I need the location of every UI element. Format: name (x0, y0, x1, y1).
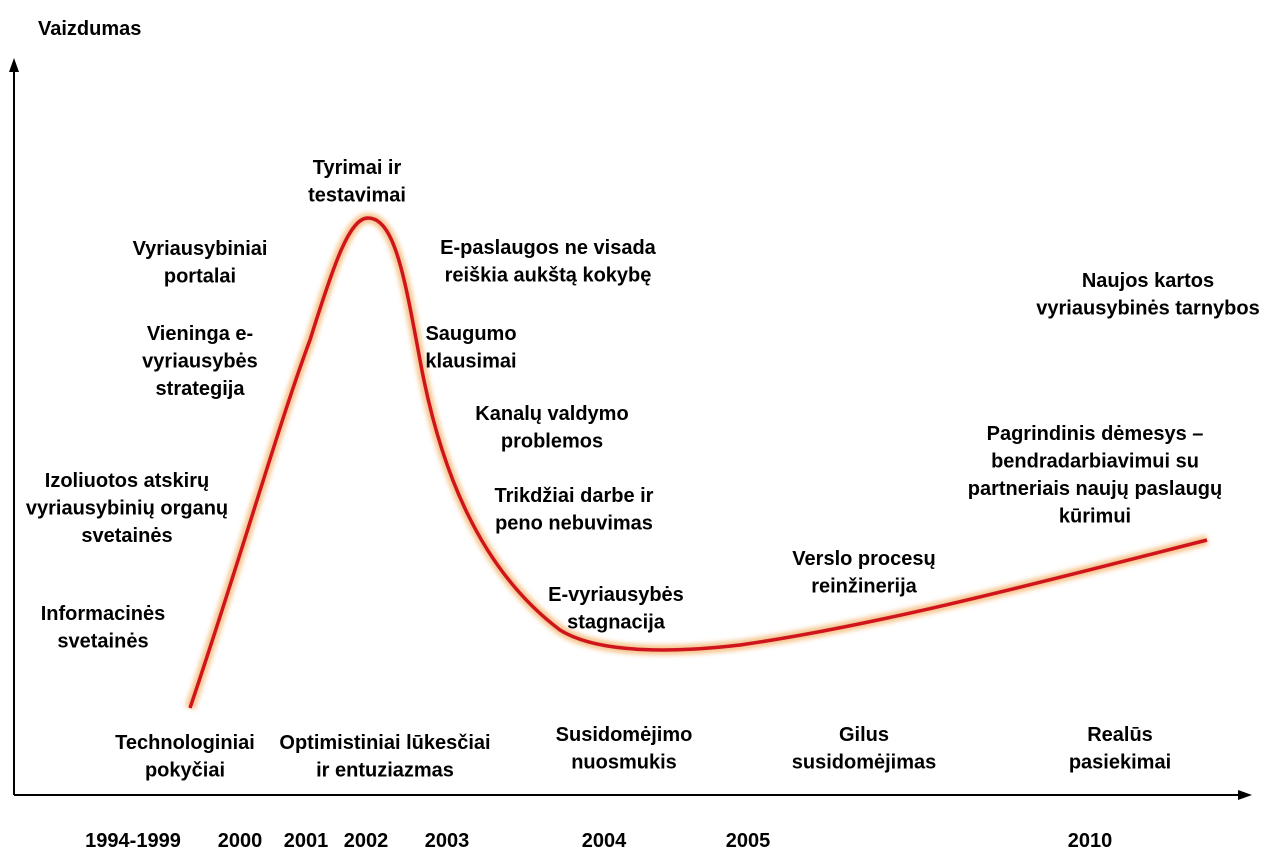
annotation: svetainės (57, 631, 148, 653)
year-label: 2005 (726, 830, 771, 851)
annotation: vyriausybinių organų (26, 498, 228, 520)
year-label: 1994-1999 (85, 830, 181, 851)
annotation: partneriais naujų paslaugų (968, 478, 1223, 500)
annotation: Tyrimai ir (313, 157, 402, 179)
year-label: 2003 (425, 830, 470, 851)
annotation: Izoliuotos atskirų (45, 470, 209, 492)
annotation: testavimai (308, 185, 406, 207)
annotation: reiškia aukštą kokybę (445, 265, 652, 287)
annotation: stagnacija (567, 612, 666, 634)
year-label: 2002 (344, 830, 389, 851)
annotation: vyriausybinės tarnybos (1036, 298, 1259, 320)
annotation: klausimai (425, 351, 516, 373)
annotation: Vyriausybiniai (133, 238, 268, 260)
annotation: Pagrindinis dėmesys – (987, 423, 1204, 445)
phase-label: Susidomėjimo (556, 724, 693, 746)
labels: Tyrimai ir testavimai Vyriausybiniai portal… (26, 157, 1260, 851)
year-label: 2000 (218, 830, 263, 851)
phase-label: pasiekimai (1069, 752, 1171, 774)
annotation: Trikdžiai darbe ir (495, 485, 654, 507)
annotation: svetainės (81, 525, 172, 547)
phase-label: pokyčiai (145, 760, 225, 782)
phase-label: Gilus (839, 724, 889, 746)
phase-label: Technologiniai (115, 732, 255, 754)
annotation: reinžinerija (811, 576, 917, 598)
y-axis-arrow (9, 58, 19, 72)
year-label: 2010 (1068, 830, 1113, 851)
year-label: 2004 (582, 830, 627, 851)
annotation: E-paslaugos ne visada (440, 237, 657, 259)
year-label: 2001 (284, 830, 329, 851)
phase-label: susidomėjimas (792, 752, 937, 774)
annotation: Vieninga e- (147, 323, 253, 345)
axis-label: Vaizdumas (38, 18, 141, 40)
annotation: bendradarbiavimui su (991, 451, 1199, 473)
annotation: Verslo procesų (792, 548, 935, 570)
annotation: kūrimui (1059, 506, 1131, 528)
phase-label: nuosmukis (571, 752, 677, 774)
annotation: Naujos kartos (1082, 270, 1214, 292)
phase-label: Realūs (1087, 724, 1153, 746)
annotation: Saugumo (425, 323, 516, 345)
annotation: strategija (156, 378, 246, 400)
annotation: vyriausybės (142, 351, 258, 373)
annotation: Informacinės (41, 603, 165, 625)
annotation: E-vyriausybės (548, 584, 684, 606)
annotation: Kanalų valdymo (475, 403, 628, 425)
annotation: problemos (501, 431, 603, 453)
phase-label: ir entuziazmas (316, 760, 454, 782)
annotation: portalai (164, 266, 236, 288)
x-axis-arrow (1238, 790, 1252, 800)
phase-label: Optimistiniai lūkesčiai (279, 732, 490, 754)
annotation: peno nebuvimas (495, 513, 653, 535)
hype-curve (188, 216, 1208, 709)
